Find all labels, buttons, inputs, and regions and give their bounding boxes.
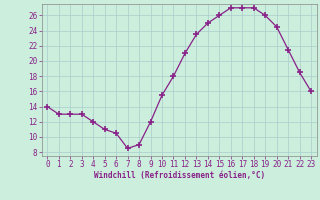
X-axis label: Windchill (Refroidissement éolien,°C): Windchill (Refroidissement éolien,°C) xyxy=(94,171,265,180)
